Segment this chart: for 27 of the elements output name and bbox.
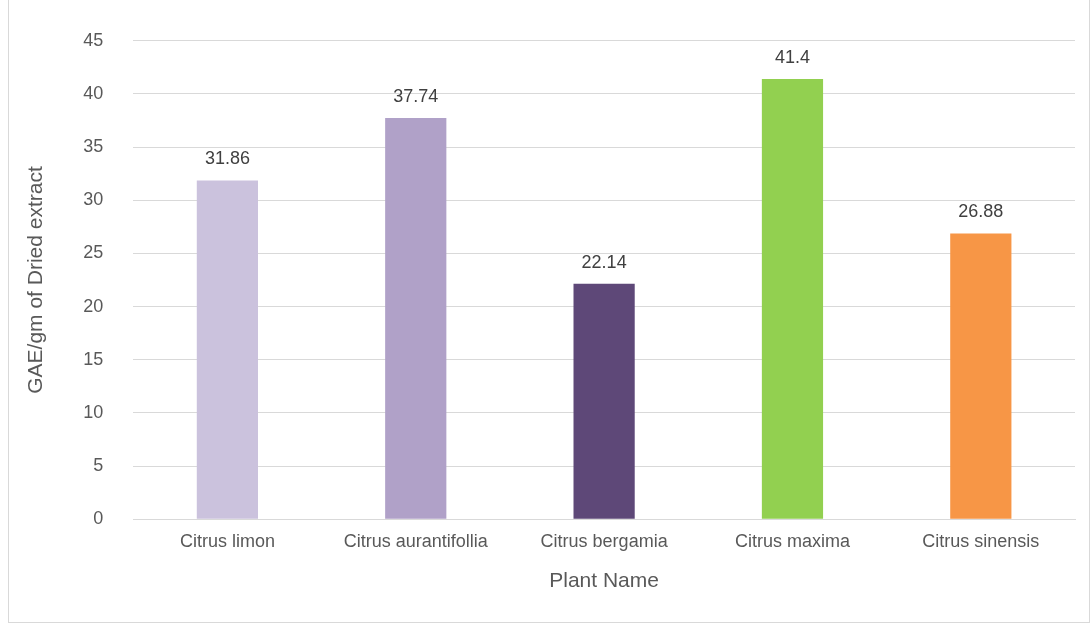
data-label: 31.86	[204, 148, 250, 169]
data-label: 22.14	[581, 251, 627, 272]
data-label: 41.4	[774, 47, 810, 68]
x-axis-title: Plant Name	[549, 568, 659, 592]
y-tick-label: 20	[83, 295, 104, 316]
y-tick-label: 40	[83, 82, 104, 103]
y-tick-label: 45	[83, 29, 104, 50]
y-tick-label: 25	[83, 242, 104, 263]
x-tick-label: Citrus limon	[179, 530, 275, 551]
bar	[385, 117, 447, 519]
bar	[196, 180, 259, 519]
y-tick-label: 15	[83, 348, 104, 369]
x-tick-label: Citrus sinensis	[922, 530, 1040, 551]
x-tick-label: Citrus aurantifollia	[343, 530, 489, 551]
bar	[950, 233, 1012, 519]
bar	[761, 79, 824, 519]
y-axis-title: GAE/gm of Dried extract	[23, 166, 47, 394]
y-tick-label: 35	[83, 136, 104, 157]
x-tick-label: Citrus bergamia	[540, 530, 669, 551]
bar	[573, 283, 635, 519]
data-label: 26.88	[958, 201, 1004, 222]
y-tick-label: 0	[93, 508, 104, 529]
y-tick-label: 10	[83, 401, 104, 422]
y-tick-label: 30	[83, 189, 104, 210]
data-label: 37.74	[393, 85, 439, 106]
x-tick-label: Citrus maxima	[734, 530, 851, 551]
y-tick-label: 5	[93, 455, 104, 476]
